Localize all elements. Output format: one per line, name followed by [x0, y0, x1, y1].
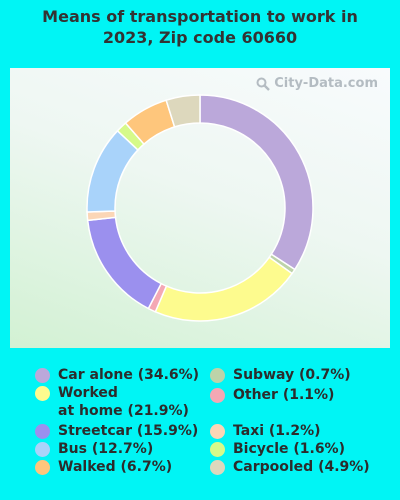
legend-item: Subway (0.7%) — [210, 366, 351, 384]
legend-swatch — [210, 368, 225, 383]
legend-item: Walked (6.7%) — [35, 458, 172, 476]
legend-label: Walked (6.7%) — [58, 459, 173, 475]
chart-panel: City-Data.com — [10, 68, 390, 348]
legend-swatch — [35, 424, 50, 439]
chart-title: Means of transportation to work in 2023,… — [0, 6, 400, 48]
legend-label: Bus (12.7%) — [58, 441, 154, 457]
magnifier-icon — [256, 77, 271, 91]
legend-label: Other (1.1%) — [233, 387, 335, 403]
legend-item: Worked at home (21.9%) — [35, 384, 189, 420]
legend-label: Streetcar (15.9%) — [58, 423, 199, 439]
donut-slice-streetcar — [86, 216, 163, 310]
legend-label: Bicycle (1.6%) — [233, 441, 345, 457]
legend-item: Carpooled (4.9%) — [210, 458, 370, 476]
watermark: City-Data.com — [256, 76, 378, 91]
legend-swatch — [210, 388, 225, 403]
donut-slice-car-alone — [199, 94, 314, 271]
legend-swatch — [35, 442, 50, 457]
legend-swatch — [210, 442, 225, 457]
legend-label: Subway (0.7%) — [233, 367, 351, 383]
donut-chart — [86, 94, 314, 322]
legend-swatch — [210, 424, 225, 439]
watermark-text: City-Data.com — [274, 76, 378, 91]
legend-item: Taxi (1.2%) — [210, 422, 321, 440]
legend-swatch — [35, 460, 50, 475]
legend-item: Bus (12.7%) — [35, 440, 153, 458]
legend-swatch — [35, 386, 50, 401]
legend-swatch — [35, 368, 50, 383]
legend-item: Streetcar (15.9%) — [35, 422, 198, 440]
legend-label: Taxi (1.2%) — [233, 423, 321, 439]
donut-slice-worked-at-home — [154, 256, 294, 322]
donut-slice-carpooled — [165, 94, 201, 128]
chart-title-line-1: Means of transportation to work in — [42, 7, 358, 26]
legend-swatch — [210, 460, 225, 475]
legend-label: Worked at home (21.9%) — [58, 385, 189, 419]
legend-item: Car alone (34.6%) — [35, 366, 199, 384]
legend-label: Carpooled (4.9%) — [233, 459, 370, 475]
legend-item: Other (1.1%) — [210, 386, 334, 404]
legend-item: Bicycle (1.6%) — [210, 440, 345, 458]
chart-title-line-2: 2023, Zip code 60660 — [102, 28, 298, 47]
legend-label: Car alone (34.6%) — [58, 367, 200, 383]
